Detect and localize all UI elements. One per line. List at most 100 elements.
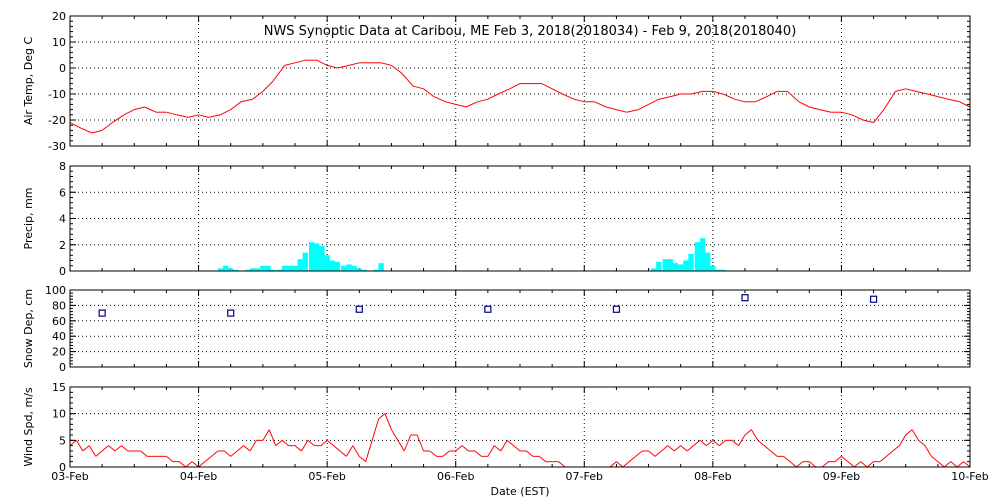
series-line-segment	[819, 109, 832, 113]
series-line-segment	[693, 439, 701, 447]
x-tick-label: 09-Feb	[823, 470, 860, 483]
series-line-segment	[461, 445, 469, 452]
precip-bar	[341, 265, 347, 271]
precip-bar	[662, 259, 668, 271]
snow-depth-point	[741, 294, 749, 302]
y-tick-label: 0	[59, 461, 66, 474]
series-line-segment	[413, 85, 424, 90]
precip-bar	[297, 259, 303, 271]
series-line-segment	[371, 418, 380, 441]
series-line-segment	[262, 80, 274, 92]
series-line-segment	[423, 88, 435, 97]
series-line-segment	[821, 461, 829, 468]
precip-bar	[319, 246, 325, 271]
series-line-segment	[622, 461, 630, 468]
series-line-segment	[433, 96, 446, 103]
series-line-segment	[69, 439, 77, 447]
series-line-segment	[506, 439, 514, 447]
panel-precip: 0 2 4 6 8 Precip, mm	[22, 160, 971, 278]
series-line-segment	[796, 461, 804, 468]
series-line-segment	[911, 429, 919, 441]
series-line-segment	[551, 88, 563, 95]
series-line-segment	[327, 64, 338, 69]
series-line-segment	[108, 445, 116, 452]
series-line-segment	[783, 455, 791, 463]
x-tick-label: 04-Feb	[180, 470, 217, 483]
series-line-segment	[166, 455, 174, 463]
panel-frame	[69, 289, 971, 368]
precip-bar	[720, 269, 726, 271]
series-line-segment	[487, 445, 495, 457]
series-line-segment	[249, 440, 257, 452]
panel-frame	[69, 15, 971, 147]
series-line-segment	[76, 440, 84, 452]
series-line-segment	[905, 429, 913, 436]
series-line-segment	[403, 434, 412, 452]
precip-bar	[694, 242, 701, 271]
precip-bar	[688, 253, 694, 271]
precip-bar	[314, 243, 320, 271]
series-line-segment	[635, 450, 643, 457]
precip-bar	[324, 255, 330, 271]
series-line-segment	[606, 106, 617, 111]
series-line-segment	[384, 413, 392, 430]
series-line-segment	[841, 111, 852, 116]
series-line-segment	[401, 72, 414, 87]
series-line-segment	[178, 461, 187, 468]
series-line-segment	[80, 127, 93, 134]
snow-depth-point	[484, 305, 492, 313]
series-line-segment	[416, 434, 425, 452]
series-line-segment	[352, 445, 360, 457]
precip-bar	[699, 238, 706, 271]
series-line-segment	[809, 106, 820, 111]
series-line-segment	[223, 450, 232, 457]
series-line-segment	[798, 101, 810, 108]
series-line-segment	[937, 461, 945, 468]
y-tick-label: -30	[48, 140, 66, 153]
series-line-segment	[866, 461, 874, 468]
series-line-segment	[391, 65, 403, 74]
series-line-segment	[101, 122, 113, 131]
series-line-segment	[204, 455, 212, 463]
y-tick-label: 20	[52, 10, 66, 23]
series-line-segment	[699, 439, 707, 447]
series-line-segment	[883, 91, 896, 110]
series-line-segment	[185, 461, 193, 468]
precip-bar	[249, 268, 256, 271]
precip-bar	[710, 265, 716, 271]
series-line-segment	[365, 440, 373, 462]
precip-bar	[356, 268, 362, 271]
y-tick-label: 4	[59, 213, 66, 226]
series-line-segment	[915, 90, 928, 95]
series-line-segment	[937, 96, 949, 100]
series-line-segment	[898, 434, 907, 446]
series-line-segment	[91, 129, 103, 134]
series-line-segment	[230, 450, 238, 457]
series-line-segment	[339, 450, 347, 457]
series-line-segment	[526, 450, 534, 457]
series-line-segment	[863, 119, 874, 124]
panel-wind-speed: 0 5 10 15 Wind Spd, m/s	[22, 381, 971, 474]
series-line-segment	[198, 461, 206, 468]
y-tick-label: 10	[52, 36, 66, 49]
series-line-segment	[188, 114, 199, 118]
series-line-segment	[755, 96, 768, 103]
y-tick-label: -20	[48, 114, 66, 127]
y-axis-label: Wind Spd, m/s	[22, 387, 35, 467]
series-line-segment	[648, 450, 656, 457]
precip-bar	[334, 261, 341, 271]
series-line-segment	[208, 114, 221, 118]
series-line-segment	[789, 461, 797, 468]
series-line-segment	[879, 455, 887, 463]
series-line-segment	[950, 461, 958, 468]
series-line-segment	[594, 101, 607, 108]
precip-bar	[715, 269, 721, 271]
series-line-segment	[948, 98, 960, 103]
precip-bar	[255, 268, 261, 271]
series-line-segment	[541, 83, 553, 90]
series-line-segment	[558, 461, 566, 468]
series-line-segment	[243, 445, 251, 452]
series-line-segment	[301, 440, 309, 452]
series-line-segment	[391, 429, 399, 441]
series-line-segment	[658, 96, 671, 100]
